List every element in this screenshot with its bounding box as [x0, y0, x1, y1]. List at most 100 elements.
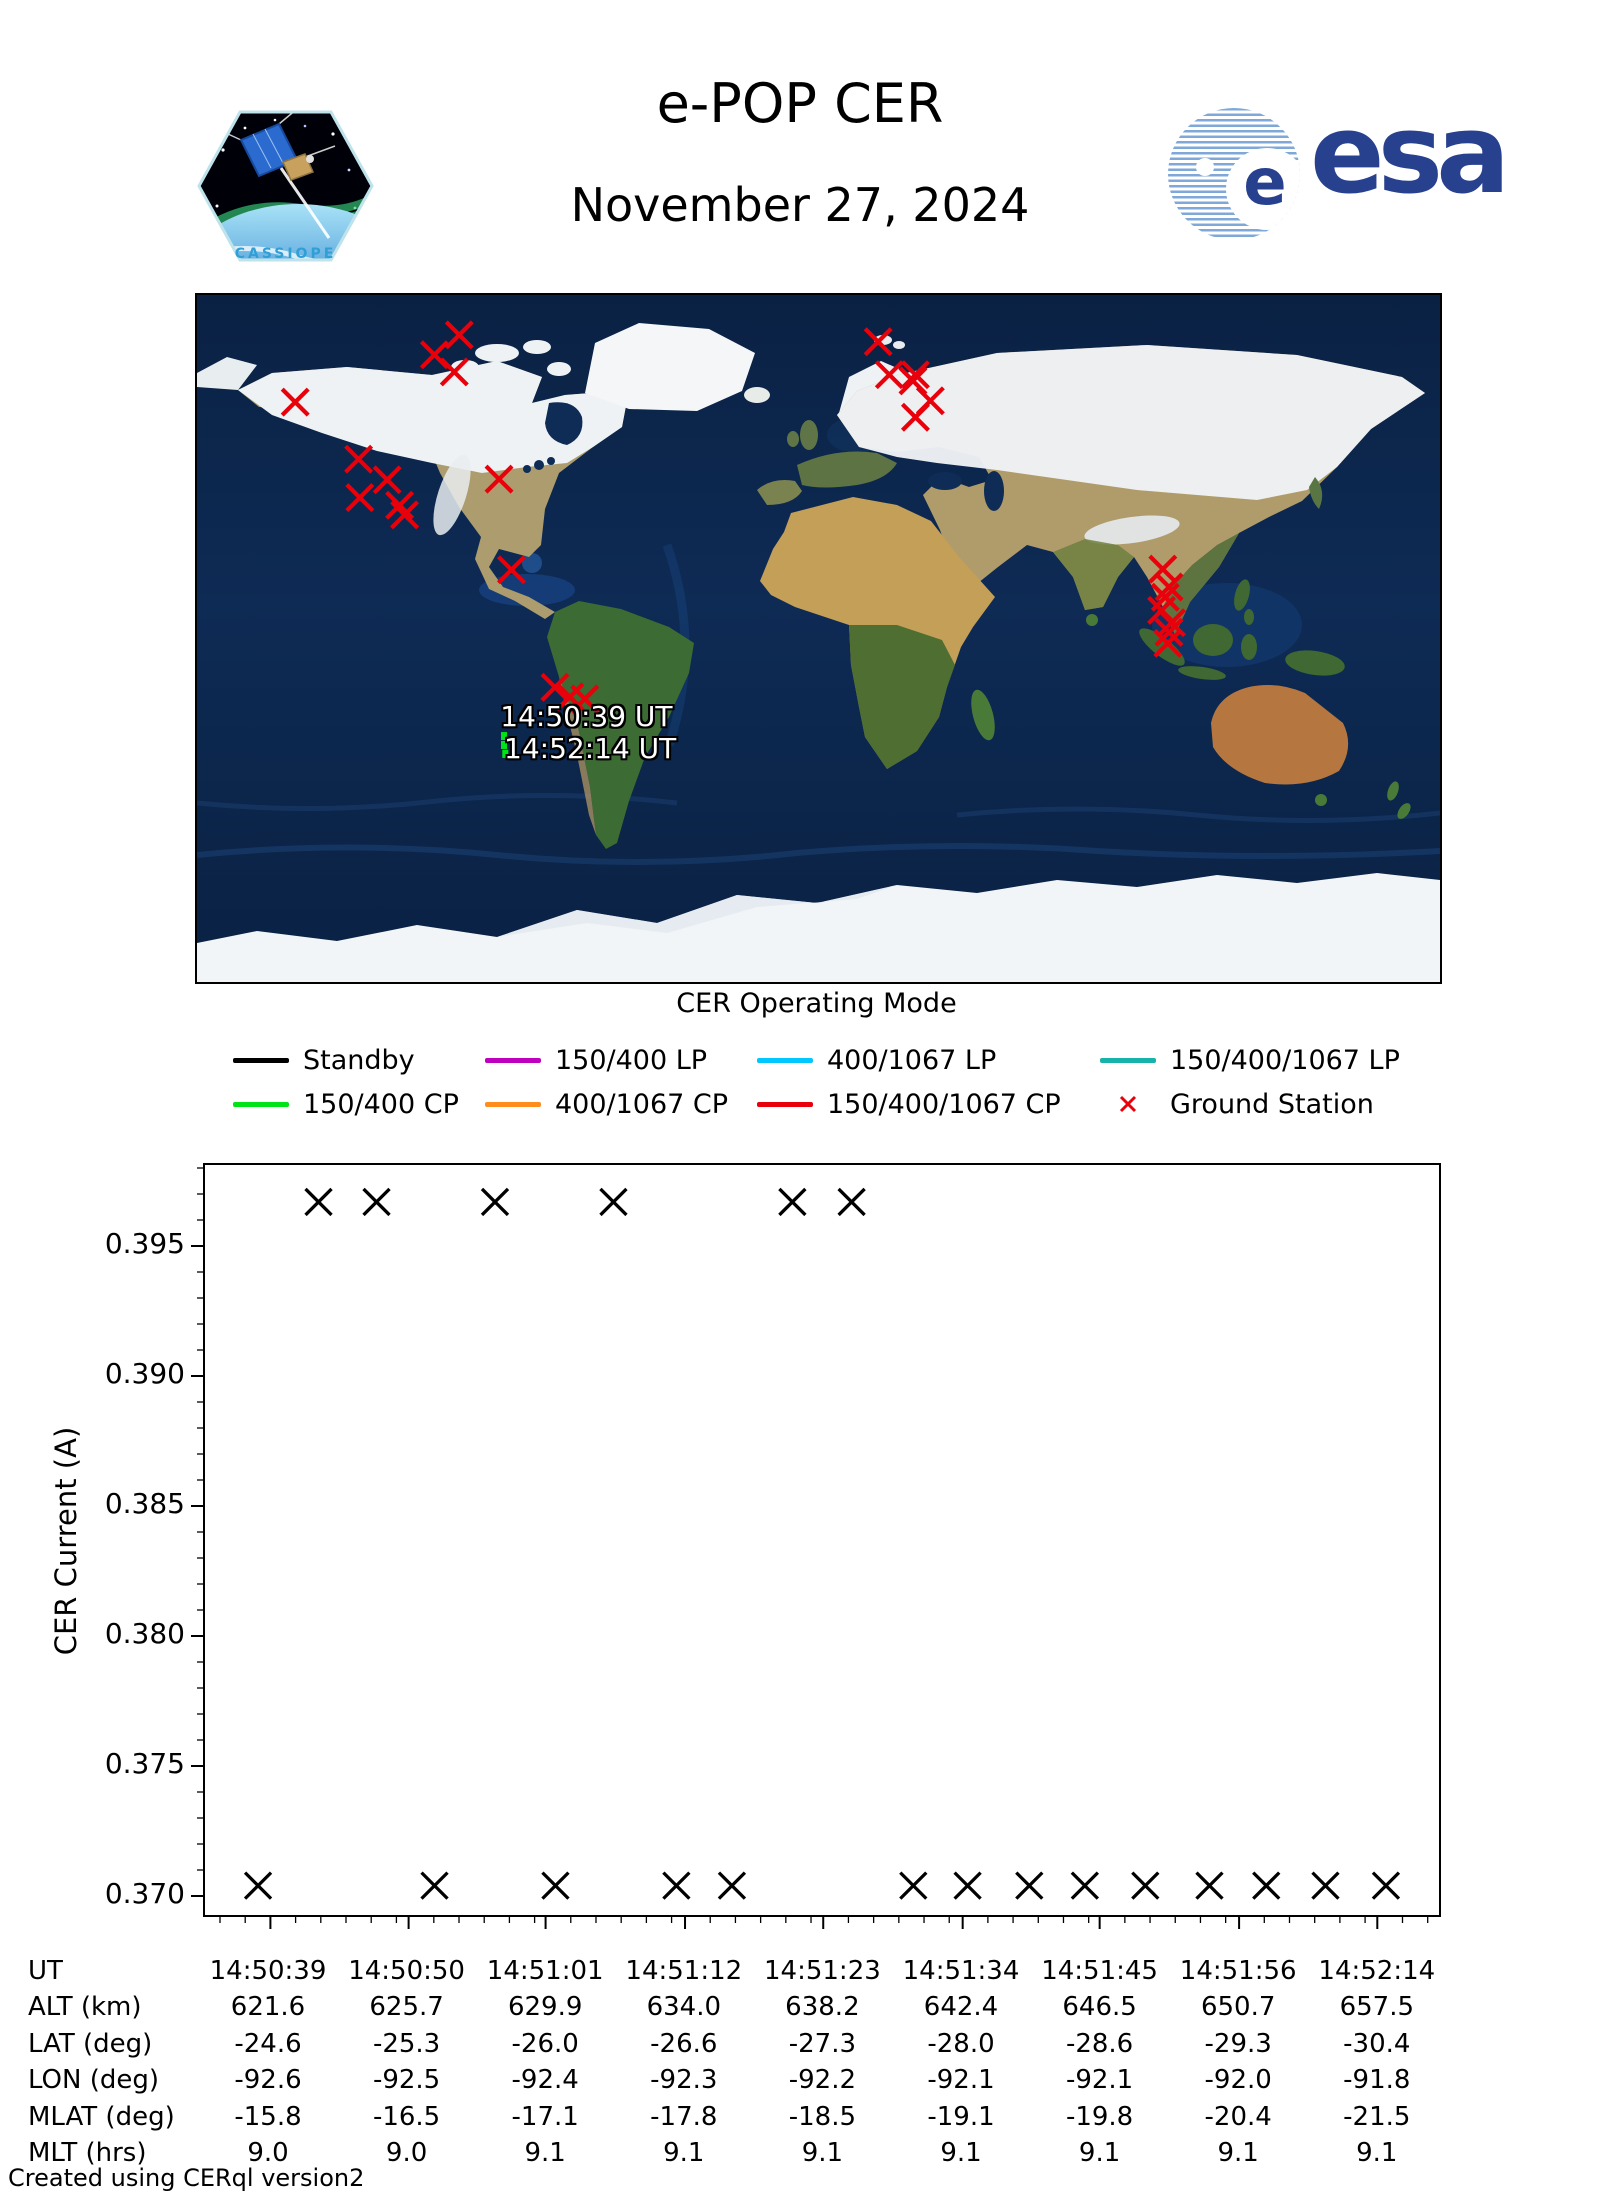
- data-point-x-marker: [1195, 1871, 1224, 1900]
- ground-station-marker: [540, 672, 570, 702]
- data-point-x-marker: [304, 1187, 333, 1217]
- legend-item: 150/400 LP: [485, 1042, 707, 1078]
- ground-station-marker: [1154, 572, 1184, 602]
- legend-color-line: [233, 1057, 289, 1063]
- legend-label: 400/1067 CP: [555, 1088, 729, 1120]
- table-cell: 9.1: [940, 2138, 982, 2168]
- legend-item: 150/400/1067 CP: [757, 1086, 1061, 1122]
- table-cell: 14:50:39: [209, 1956, 327, 1986]
- table-cell: 629.9: [507, 1992, 583, 2023]
- table-cell: -20.4: [1204, 2101, 1272, 2132]
- ground-station-marker: [372, 465, 402, 495]
- legend-label: 150/400/1067 LP: [1170, 1044, 1400, 1076]
- cassiope-label: CASSIOPE: [234, 246, 337, 262]
- data-point-x-marker: [778, 1187, 807, 1217]
- ground-station-marker: [863, 327, 893, 357]
- table-cell: 650.7: [1200, 1992, 1276, 2023]
- map-geography: [197, 295, 1440, 982]
- legend-item: 400/1067 CP: [485, 1086, 728, 1122]
- data-point-x-marker: [953, 1871, 982, 1900]
- table-cell: -92.4: [511, 2065, 579, 2096]
- table-cell: -21.5: [1343, 2101, 1411, 2132]
- legend-item: Standby: [233, 1042, 415, 1078]
- table-cell: -24.6: [234, 2028, 302, 2059]
- data-point-x-marker: [599, 1187, 628, 1217]
- table-cell: 9.1: [1356, 2138, 1398, 2168]
- cassiope-patch-art: [197, 110, 374, 262]
- legend-item: Ground Station: [1100, 1086, 1374, 1122]
- esa-wordmark: esa: [1310, 90, 1510, 218]
- table-cell: 657.5: [1339, 1992, 1415, 2023]
- table-cell: -29.3: [1204, 2028, 1272, 2059]
- date-subtitle: November 27, 2024: [570, 178, 1030, 232]
- table-cell: -92.6: [234, 2065, 302, 2096]
- table-cell: -28.6: [1065, 2028, 1134, 2059]
- map-caption: CER Operating Mode: [676, 988, 957, 1019]
- ground-station-marker: [570, 684, 600, 714]
- table-cell: 9.1: [1217, 2138, 1259, 2168]
- legend-color-line: [757, 1101, 813, 1107]
- data-point-x-marker: [1252, 1871, 1281, 1900]
- map-time-annotation: 14:52:14 UT: [504, 731, 677, 765]
- ground-station-marker: [1154, 617, 1184, 647]
- legend-color-line: [757, 1057, 813, 1063]
- ground-station-marker: [390, 500, 420, 530]
- esa-mark-letter: e: [1243, 146, 1287, 220]
- table-cell: 638.2: [785, 1992, 860, 2023]
- y-tick-label: 0.385: [104, 1487, 185, 1521]
- y-axis-label: CER Current (A): [49, 1426, 83, 1656]
- table-cell: 625.7: [369, 1992, 444, 2023]
- page-title: e-POP CER: [656, 72, 944, 135]
- ground-station-marker: [385, 490, 415, 520]
- table-cell: 646.5: [1062, 1992, 1137, 2023]
- data-point-x-marker: [1015, 1871, 1044, 1900]
- table-cell: -27.3: [788, 2028, 857, 2059]
- data-point-x-marker: [717, 1871, 747, 1900]
- table-row-header: MLT (hrs): [28, 2138, 147, 2168]
- table-cell: 642.4: [923, 1992, 999, 2023]
- table-cell: 14:51:01: [486, 1956, 604, 1986]
- table-cell: 14:51:12: [625, 1956, 743, 1986]
- data-point-x-marker: [243, 1871, 273, 1900]
- ground-station-marker: [280, 387, 310, 417]
- ground-station-marker: [1153, 628, 1183, 658]
- data-point-x-marker: [1070, 1871, 1100, 1900]
- world-map: 14:50:39 UT 14:52:14 UT: [195, 293, 1442, 984]
- data-point-x-marker: [1131, 1871, 1160, 1900]
- satellite-track-segment: [502, 749, 509, 758]
- table-cell: -26.0: [511, 2028, 579, 2059]
- table-cell: -92.1: [1065, 2065, 1134, 2096]
- ground-station-x-icon: [1100, 1093, 1156, 1115]
- table-cell: -92.2: [788, 2065, 857, 2096]
- table-cell: -19.1: [927, 2101, 995, 2132]
- legend-item: 150/400/1067 LP: [1100, 1042, 1400, 1078]
- legend-label: 400/1067 LP: [827, 1044, 997, 1076]
- table-cell: 9.0: [247, 2138, 289, 2168]
- table-cell: 14:50:50: [348, 1956, 465, 1986]
- data-point-x-marker: [1371, 1871, 1401, 1900]
- legend-label: 150/400 LP: [555, 1044, 708, 1076]
- legend-color-line: [1100, 1057, 1156, 1063]
- table-cell: 14:51:34: [902, 1956, 1020, 1986]
- table-cell: 9.1: [524, 2138, 566, 2168]
- table-cell: -28.0: [927, 2028, 995, 2059]
- table-cell: -26.6: [650, 2028, 718, 2059]
- cer-current-plot: [191, 1163, 1441, 1929]
- legend-color-line: [233, 1101, 289, 1107]
- legend-label: 150/400/1067 CP: [827, 1088, 1061, 1120]
- legend-label: Standby: [303, 1044, 415, 1076]
- cassiope-mission-patch: CASSIOPE: [183, 88, 388, 284]
- y-tick-label: 0.395: [104, 1227, 185, 1261]
- plot-canvas: [191, 1167, 1429, 1929]
- data-point-x-marker: [362, 1187, 391, 1217]
- data-point-x-marker: [541, 1871, 570, 1900]
- table-cell: -92.5: [372, 2065, 441, 2096]
- table-cell: -17.8: [650, 2101, 718, 2132]
- ground-station-marker: [900, 402, 930, 432]
- table-cell: -17.1: [511, 2101, 579, 2132]
- table-cell: 14:51:56: [1179, 1956, 1297, 1986]
- y-tick-label: 0.390: [104, 1357, 185, 1391]
- table-cell: 14:51:45: [1041, 1956, 1158, 1986]
- data-point-x-marker: [662, 1871, 691, 1900]
- data-point-x-marker: [837, 1187, 866, 1217]
